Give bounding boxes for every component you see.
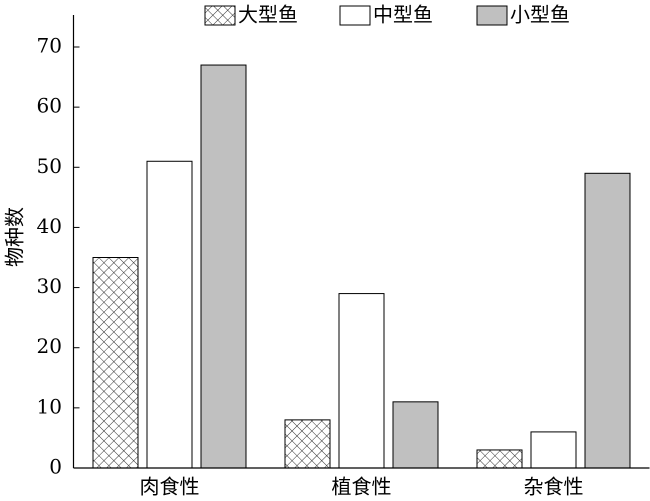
bar <box>530 431 577 469</box>
y-tick-label: 20 <box>37 334 62 358</box>
legend-label: 大型鱼 <box>238 3 298 27</box>
bar <box>584 172 631 469</box>
y-tick-label: 10 <box>37 394 62 418</box>
bar <box>392 401 439 469</box>
x-tick-label: 杂食性 <box>524 475 584 499</box>
legend-swatch <box>476 5 508 26</box>
legend-label: 中型鱼 <box>373 3 433 27</box>
y-tick-label: 60 <box>37 94 62 118</box>
legend-swatch <box>339 5 371 26</box>
legend-swatch <box>204 5 236 26</box>
legend-label: 小型鱼 <box>510 3 570 27</box>
y-tick-label: 40 <box>37 214 62 238</box>
bar <box>284 419 331 469</box>
x-tick-label: 植食性 <box>332 475 392 499</box>
y-tick-label: 70 <box>37 34 62 58</box>
bar <box>200 64 247 469</box>
y-axis-title: 物种数 <box>3 207 27 267</box>
bar <box>92 257 139 469</box>
bar <box>146 160 193 469</box>
y-tick-label: 30 <box>37 274 62 298</box>
x-tick-label: 肉食性 <box>140 475 200 499</box>
bar <box>338 293 385 469</box>
bar <box>476 449 523 469</box>
y-tick-label: 50 <box>37 154 62 178</box>
y-tick-label: 0 <box>49 455 62 479</box>
